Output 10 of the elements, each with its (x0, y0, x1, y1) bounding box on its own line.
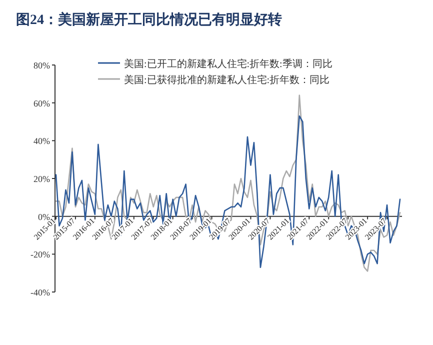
y-tick-label: -40% (30, 288, 50, 298)
legend-label: 美国:已开工的新建私人住宅:折年数:季调：同比 (124, 58, 332, 70)
y-tick-label: 40% (34, 136, 50, 146)
y-tick-label: -20% (30, 250, 50, 260)
y-tick-label: 20% (34, 174, 50, 184)
y-tick-label: 60% (34, 98, 50, 108)
y-tick-label: 0% (38, 212, 50, 222)
chart-title: 图24：美国新屋开工同比情况已有明显好转 (16, 11, 282, 28)
y-tick-label: 80% (34, 60, 50, 70)
legend-label: 美国:已获得批准的新建私人住宅:折年数：同比 (124, 74, 330, 86)
